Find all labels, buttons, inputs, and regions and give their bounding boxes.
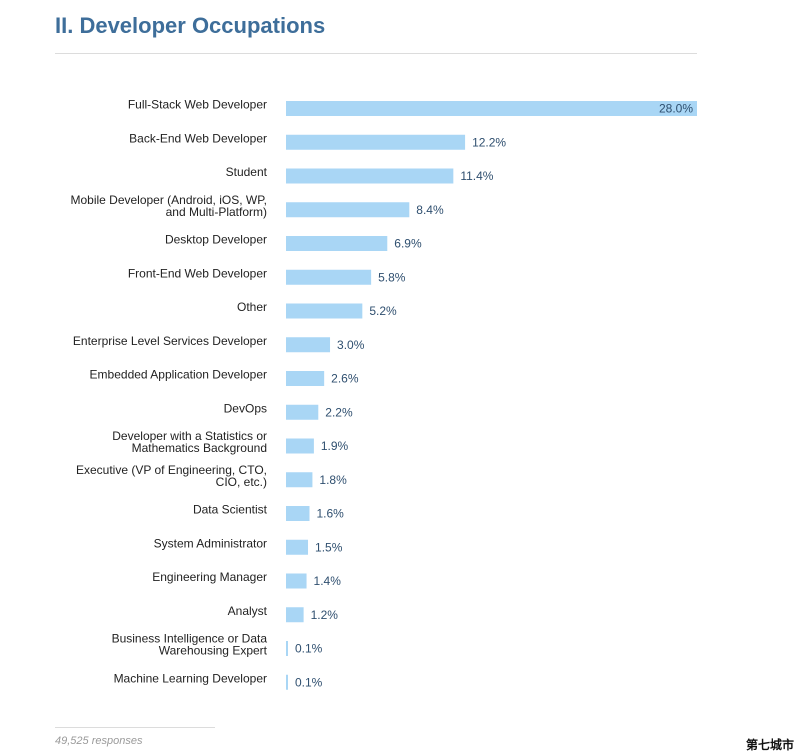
bar xyxy=(286,506,310,521)
bar xyxy=(286,337,331,353)
bar xyxy=(286,371,325,386)
category-label: Machine Learning Developer xyxy=(114,671,267,685)
bar xyxy=(286,573,307,589)
category-label: Executive (VP of Engineering, CTO, CIO, e… xyxy=(76,463,267,489)
value-label: 12.2% xyxy=(472,135,506,149)
title-divider xyxy=(55,53,697,54)
bar xyxy=(286,607,304,623)
bar xyxy=(286,101,697,116)
value-label: 1.8% xyxy=(319,473,347,487)
bar xyxy=(286,269,372,285)
responses-count: 49,525 responses xyxy=(55,735,143,747)
value-label: 5.2% xyxy=(369,304,397,318)
bar xyxy=(286,472,313,488)
category-label: Data Scientist xyxy=(193,503,268,517)
bar xyxy=(286,236,388,251)
value-label: 2.6% xyxy=(331,372,359,386)
bar-chart: Full-Stack Web Developer 28.0% Back-End We… xyxy=(70,98,697,690)
value-label: 3.0% xyxy=(337,338,365,352)
value-label: 11.4% xyxy=(460,169,493,183)
value-label: 1.9% xyxy=(321,439,349,453)
category-label: Enterprise Level Services Developer xyxy=(73,334,267,348)
value-label: 1.2% xyxy=(311,608,339,622)
category-label: Business Intelligence or Data Warehousing… xyxy=(112,632,268,658)
value-label: 2.2% xyxy=(325,405,353,419)
bar xyxy=(286,438,314,454)
category-label: Back-End Web Developer xyxy=(129,131,267,145)
value-label: 1.5% xyxy=(315,540,343,554)
bar xyxy=(286,539,309,555)
category-label: Desktop Developer xyxy=(165,233,267,247)
watermark-logo: 第七城市 xyxy=(745,738,794,752)
value-label: 8.4% xyxy=(416,203,444,217)
value-label: 5.8% xyxy=(378,270,406,284)
bar xyxy=(286,641,288,656)
bar xyxy=(286,202,410,218)
value-label: 1.6% xyxy=(316,507,344,521)
category-label: Student xyxy=(226,165,268,179)
bar xyxy=(286,674,288,690)
category-label: Developer with a Statistics or Mathematic… xyxy=(112,429,267,455)
bar xyxy=(286,404,319,420)
category-label: Full-Stack Web Developer xyxy=(128,98,267,112)
footer-divider xyxy=(55,727,215,728)
value-label: 0.1% xyxy=(295,675,323,689)
bar xyxy=(286,303,363,319)
category-label: Engineering Manager xyxy=(152,570,267,584)
category-label: System Administrator xyxy=(154,536,267,550)
value-label: 28.0% xyxy=(659,102,693,116)
category-label: DevOps xyxy=(224,401,267,415)
category-label: Other xyxy=(237,300,267,314)
category-label: Front-End Web Developer xyxy=(128,266,267,280)
bar xyxy=(286,168,454,184)
value-label: 1.4% xyxy=(314,574,342,588)
value-label: 6.9% xyxy=(394,237,422,251)
category-label: Analyst xyxy=(228,604,268,618)
category-label: Mobile Developer (Android, iOS, WP, and M… xyxy=(70,193,267,219)
value-label: 0.1% xyxy=(295,642,323,656)
category-label: Embedded Application Developer xyxy=(90,368,267,382)
bar xyxy=(286,134,466,150)
chart-title: II. Developer Occupations xyxy=(55,13,326,38)
